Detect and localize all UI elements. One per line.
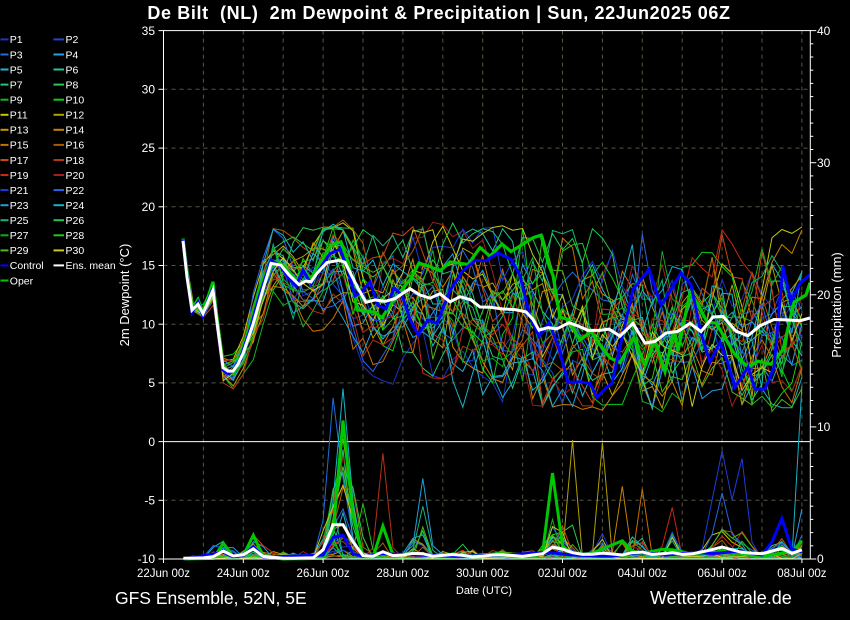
svg-text:20: 20 (142, 200, 156, 214)
svg-text:40: 40 (817, 24, 831, 38)
svg-text:Precipitation (mm): Precipitation (mm) (829, 252, 844, 357)
svg-text:10: 10 (817, 420, 831, 434)
svg-text:06Jul 00z: 06Jul 00z (697, 568, 746, 580)
svg-text:30: 30 (817, 156, 831, 170)
svg-text:P7: P7 (10, 79, 23, 91)
svg-text:0: 0 (148, 435, 155, 449)
svg-text:Control: Control (10, 260, 44, 272)
svg-text:-5: -5 (144, 494, 155, 508)
svg-text:P20: P20 (66, 170, 85, 182)
svg-text:P2: P2 (66, 34, 79, 46)
svg-text:P12: P12 (66, 110, 85, 122)
svg-text:P24: P24 (66, 200, 85, 212)
svg-text:GFS Ensemble, 52N, 5E: GFS Ensemble, 52N, 5E (115, 588, 307, 608)
svg-text:10: 10 (142, 317, 156, 331)
svg-text:30Jun 00z: 30Jun 00z (456, 568, 509, 580)
svg-text:P11: P11 (10, 110, 28, 122)
svg-text:P10: P10 (66, 95, 85, 107)
svg-text:P6: P6 (66, 64, 79, 76)
svg-text:Date (UTC): Date (UTC) (456, 585, 512, 597)
svg-text:P22: P22 (66, 185, 85, 197)
svg-text:22Jun 00z: 22Jun 00z (137, 568, 190, 580)
svg-text:02Jul 00z: 02Jul 00z (538, 568, 587, 580)
svg-text:P18: P18 (66, 155, 85, 167)
svg-text:P3: P3 (10, 49, 23, 61)
svg-text:P5: P5 (10, 64, 23, 76)
svg-text:-10: -10 (138, 552, 156, 566)
svg-text:08Jul 00z: 08Jul 00z (777, 568, 826, 580)
svg-text:P19: P19 (10, 170, 29, 182)
svg-text:P21: P21 (10, 185, 29, 197)
svg-text:P1: P1 (10, 34, 23, 46)
svg-text:24Jun 00z: 24Jun 00z (217, 568, 270, 580)
svg-text:P4: P4 (66, 49, 79, 61)
svg-text:Ens. mean: Ens. mean (66, 260, 116, 272)
svg-text:5: 5 (148, 376, 155, 390)
svg-text:P29: P29 (10, 245, 29, 257)
svg-text:35: 35 (142, 24, 156, 38)
svg-text:2m Dewpoint (°C): 2m Dewpoint (°C) (117, 244, 132, 347)
svg-text:04Jul 00z: 04Jul 00z (618, 568, 667, 580)
svg-text:P26: P26 (66, 215, 85, 227)
svg-text:28Jun 00z: 28Jun 00z (376, 568, 429, 580)
svg-text:P15: P15 (10, 140, 29, 152)
svg-text:P27: P27 (10, 230, 29, 242)
svg-text:20: 20 (817, 288, 831, 302)
svg-text:P9: P9 (10, 95, 23, 107)
svg-text:P13: P13 (10, 125, 29, 137)
svg-text:P8: P8 (66, 79, 79, 91)
svg-text:0: 0 (817, 552, 824, 566)
svg-text:15: 15 (142, 259, 156, 273)
svg-text:De Bilt (NL) 2m Dewpoint & P: De Bilt (NL) 2m Dewpoint & Precipitation… (147, 3, 730, 23)
svg-text:P30: P30 (66, 245, 85, 257)
svg-text:P17: P17 (10, 155, 29, 167)
svg-text:Oper: Oper (10, 275, 34, 287)
svg-text:26Jun 00z: 26Jun 00z (297, 568, 350, 580)
svg-text:P16: P16 (66, 140, 85, 152)
svg-text:Wetterzentrale.de: Wetterzentrale.de (650, 588, 792, 608)
svg-text:P28: P28 (66, 230, 85, 242)
svg-text:P25: P25 (10, 215, 29, 227)
svg-text:30: 30 (142, 83, 156, 97)
svg-text:P23: P23 (10, 200, 29, 212)
svg-text:P14: P14 (66, 125, 85, 137)
svg-text:25: 25 (142, 141, 156, 155)
